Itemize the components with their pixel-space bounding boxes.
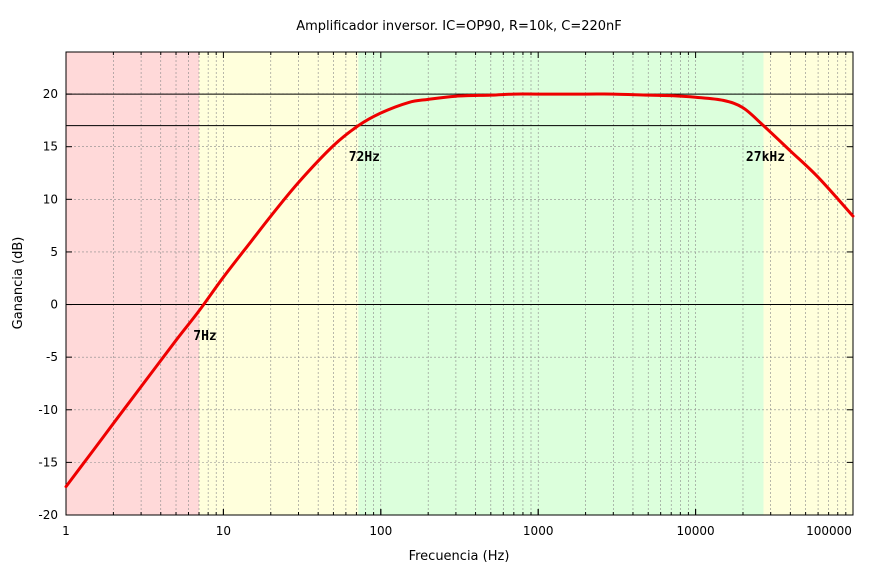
y-tick-label: 10 [43, 192, 58, 206]
x-tick-label: 10000 [677, 524, 715, 538]
chart-title: Amplificador inversor. IC=OP90, R=10k, C… [296, 19, 622, 34]
y-axis: -20 -15 -10 -5 0 5 10 15 20 [38, 87, 853, 522]
x-axis-title: Frecuencia (Hz) [409, 549, 510, 564]
y-axis-title: Ganancia (dB) [11, 237, 26, 330]
x-tick-label: 100000 [806, 524, 852, 538]
y-tick-label: -20 [38, 508, 58, 522]
series-group [64, 92, 855, 489]
plot-frame [65, 51, 854, 516]
band-0 [66, 52, 200, 515]
y-tick-label: -15 [38, 455, 58, 469]
annotation-label: 72Hz [349, 150, 380, 165]
band-2 [358, 52, 764, 515]
y-tick-label: 5 [50, 245, 58, 259]
y-tick-label: -5 [46, 350, 58, 364]
reference-lines [66, 93, 853, 306]
x-tick-label: 100 [369, 524, 392, 538]
annotation-label: 27kHz [746, 150, 785, 165]
y-tick-label: 0 [50, 298, 58, 312]
series-line [64, 92, 855, 489]
band-1 [199, 52, 359, 515]
band-3 [763, 52, 853, 515]
y-tick-label: 15 [43, 140, 58, 154]
x-axis: 1 10 100 1000 10000 100000 [62, 52, 854, 538]
annotations: 7Hz 72Hz 27kHz [193, 150, 785, 344]
x-tick-label: 1 [62, 524, 70, 538]
y-tick-label: -10 [38, 403, 58, 417]
annotation-label: 7Hz [193, 329, 216, 344]
x-tick-label: 1000 [523, 524, 554, 538]
frequency-bands [66, 52, 853, 515]
x-tick-label: 10 [216, 524, 231, 538]
y-tick-label: 20 [43, 87, 58, 101]
